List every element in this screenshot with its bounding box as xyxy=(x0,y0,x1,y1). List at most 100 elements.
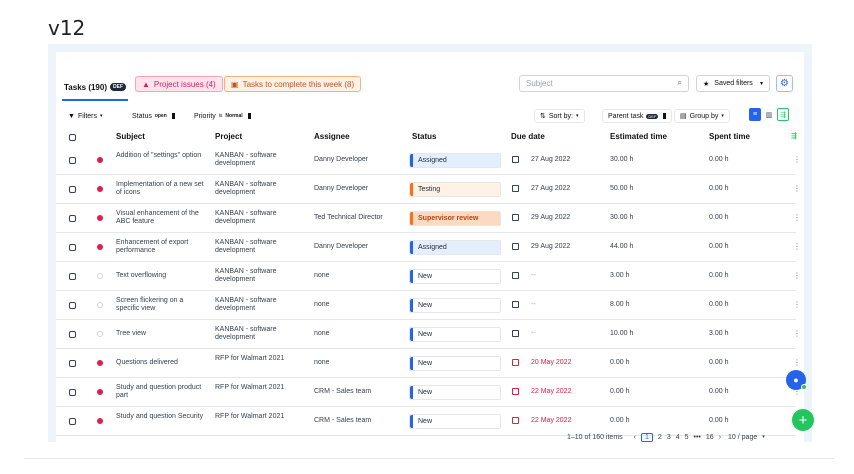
page-1-button[interactable]: 1 xyxy=(641,432,653,442)
column-settings-icon[interactable]: ⇶ xyxy=(791,133,797,140)
search-input[interactable]: Subject ⌕ xyxy=(519,75,689,92)
status-badge[interactable]: Testing xyxy=(409,182,501,197)
row-checkbox[interactable] xyxy=(69,331,76,338)
row-checkbox[interactable] xyxy=(69,244,76,251)
priority-filter-chip[interactable]: Priority is Normal xyxy=(194,109,251,123)
chat-button[interactable]: ● xyxy=(786,370,807,390)
task-subject[interactable]: Screen flickering on a specific view xyxy=(116,297,184,312)
tab-tasks[interactable]: Tasks (190) DEF xyxy=(64,76,126,98)
page-16-button[interactable]: 16 xyxy=(705,433,714,441)
table-row[interactable]: Tree view KANBAN - software development no… xyxy=(56,320,801,349)
row-menu-icon[interactable]: ⋮ xyxy=(793,329,801,338)
table-row[interactable]: Questions delivered RFP for Walmart 2021 n… xyxy=(56,349,801,378)
status-badge[interactable]: New xyxy=(409,414,501,429)
task-project[interactable]: KANBAN - software development xyxy=(215,297,277,312)
table-row[interactable]: Implementation of a new set of icons KANB… xyxy=(56,175,801,204)
saved-filters-dropdown[interactable]: ★ Saved filters ▾ xyxy=(696,75,770,92)
row-checkbox[interactable] xyxy=(69,186,76,193)
status-badge[interactable]: New xyxy=(409,298,501,313)
table-row[interactable]: Visual enhancement of the ABC feature KAN… xyxy=(56,204,801,233)
row-menu-icon[interactable]: ⋮ xyxy=(793,242,801,251)
task-project[interactable]: RFP for Walmart 2021 xyxy=(215,413,285,420)
calendar-icon xyxy=(512,330,519,337)
row-checkbox[interactable] xyxy=(69,418,76,425)
sort-by-button[interactable]: ⇅ Sort by: ▾ xyxy=(534,109,585,123)
col-status[interactable]: Status xyxy=(412,132,437,141)
add-task-button[interactable]: + xyxy=(792,409,814,431)
task-subject[interactable]: Questions delivered xyxy=(116,359,178,366)
row-menu-icon[interactable]: ⋮ xyxy=(793,358,801,367)
group-by-button[interactable]: ▤ Group by ▾ xyxy=(674,109,730,123)
status-filter-chip[interactable]: Status open xyxy=(132,109,175,123)
row-menu-icon[interactable]: ⋮ xyxy=(793,271,801,280)
table-row[interactable]: Text overflowing KANBAN - software develo… xyxy=(56,262,801,291)
row-checkbox[interactable] xyxy=(69,273,76,280)
status-badge[interactable]: Supervisor review xyxy=(409,211,501,226)
task-subject[interactable]: Tree view xyxy=(116,330,147,337)
task-subject[interactable]: Enhancement of export performance xyxy=(116,239,189,254)
task-subject[interactable]: Implementation of a new set of icons xyxy=(116,181,204,196)
row-checkbox[interactable] xyxy=(69,215,76,222)
filters-button[interactable]: ▼ Filters ▾ xyxy=(68,109,103,123)
task-project[interactable]: KANBAN - software development xyxy=(215,181,277,196)
task-project[interactable]: KANBAN - software development xyxy=(215,239,277,254)
status-badge[interactable]: Assigned xyxy=(409,240,501,255)
page-2-button[interactable]: 2 xyxy=(657,433,662,441)
export-view-button[interactable]: ⇶ xyxy=(777,108,789,121)
tab-tasks-this-week[interactable]: ▣ Tasks to complete this week (8) xyxy=(224,76,362,92)
per-page-select[interactable]: 10 / page xyxy=(728,433,758,441)
page-5-button[interactable]: 5 xyxy=(684,433,689,441)
list-view-button[interactable]: ≡ xyxy=(749,108,761,121)
pagination-ellipsis[interactable]: ••• xyxy=(693,433,701,441)
row-menu-icon[interactable]: ⋮ xyxy=(793,155,801,164)
row-menu-icon[interactable]: ⋮ xyxy=(793,213,801,222)
tab-project-issues[interactable]: ▲ Project issues (4) xyxy=(135,76,223,92)
parent-task-toggle[interactable]: Parent task DEF xyxy=(602,109,673,123)
task-subject[interactable]: Study and question product part xyxy=(116,384,202,399)
task-project[interactable]: RFP for Walmart 2021 xyxy=(215,355,285,362)
page-3-button[interactable]: 3 xyxy=(666,433,671,441)
row-checkbox[interactable] xyxy=(69,389,76,396)
row-menu-icon[interactable]: ⋮ xyxy=(793,300,801,309)
page-4-button[interactable]: 4 xyxy=(675,433,680,441)
col-subject[interactable]: Subject xyxy=(116,132,145,141)
export-icon: ⇶ xyxy=(780,111,786,119)
col-assignee[interactable]: Assignee xyxy=(314,132,350,141)
table-row[interactable]: Addition of "settings" option KANBAN - so… xyxy=(56,146,801,175)
select-all-checkbox[interactable] xyxy=(69,134,76,141)
task-subject[interactable]: Study and question Security xyxy=(116,413,204,420)
task-project[interactable]: RFP for Walmart 2021 xyxy=(215,384,285,391)
task-project[interactable]: KANBAN - software development xyxy=(215,152,277,167)
status-badge[interactable]: New xyxy=(409,269,501,284)
task-project[interactable]: KANBAN - software development xyxy=(215,326,277,341)
task-subject[interactable]: Text overflowing xyxy=(116,272,167,279)
status-badge[interactable]: Assigned xyxy=(409,153,501,168)
remove-filter-icon[interactable] xyxy=(171,113,175,119)
group-icon: ▤ xyxy=(680,113,687,120)
col-estimated-time[interactable]: Estimated time xyxy=(610,132,667,141)
col-project[interactable]: Project xyxy=(215,132,243,141)
board-view-button[interactable]: ▥ xyxy=(763,108,775,121)
status-badge[interactable]: New xyxy=(409,356,501,371)
table-row[interactable]: Enhancement of export performance KANBAN … xyxy=(56,233,801,262)
remove-filter-icon[interactable] xyxy=(663,113,667,119)
table-row[interactable]: Screen flickering on a specific view KANB… xyxy=(56,291,801,320)
row-checkbox[interactable] xyxy=(69,157,76,164)
row-checkbox[interactable] xyxy=(69,360,76,367)
col-spent-time[interactable]: Spent time xyxy=(709,132,750,141)
status-badge[interactable]: New xyxy=(409,327,501,342)
status-badge[interactable]: New xyxy=(409,385,501,400)
row-checkbox[interactable] xyxy=(69,302,76,309)
task-subject[interactable]: Addition of "settings" option xyxy=(116,152,202,159)
row-menu-icon[interactable]: ⋮ xyxy=(793,184,801,193)
col-due-date[interactable]: Due date xyxy=(511,132,545,141)
row-menu-icon[interactable]: ⋮ xyxy=(793,387,801,396)
next-page-button[interactable]: › xyxy=(718,433,722,441)
table-row[interactable]: Study and question product part RFP for W… xyxy=(56,378,801,407)
prev-page-button[interactable]: ‹ xyxy=(633,433,636,441)
remove-filter-icon[interactable] xyxy=(247,113,251,119)
task-project[interactable]: KANBAN - software development xyxy=(215,210,277,225)
task-subject[interactable]: Visual enhancement of the ABC feature xyxy=(116,210,199,225)
settings-gear-button[interactable]: ⚙ xyxy=(776,75,793,92)
task-project[interactable]: KANBAN - software development xyxy=(215,268,277,283)
